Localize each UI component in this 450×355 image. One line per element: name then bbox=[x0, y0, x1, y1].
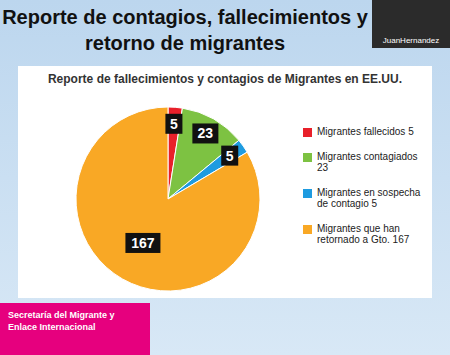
html-text:Migrantes contagiados 23: Migrantes contagiados 23 bbox=[317, 151, 418, 173]
svg-text:5: 5 bbox=[170, 116, 178, 132]
html-text:JuanHernandez: JuanHernandez bbox=[382, 36, 440, 45]
html-text:Migrantes fallecidos 5: Migrantes fallecidos 5 bbox=[317, 126, 414, 137]
svg-text:167: 167 bbox=[131, 235, 155, 251]
html-text:Migrantes que han retornado a: Migrantes que han retornado a Gto. 167 bbox=[317, 223, 410, 245]
svg-text:23: 23 bbox=[198, 125, 214, 141]
html-text:Migrantes en sospecha de conta: Migrantes en sospecha de contagio 5 bbox=[317, 187, 421, 209]
html-text:Reporte de fallecimientos y co: Reporte de fallecimientos y contagios de… bbox=[48, 72, 402, 86]
svg-text:5: 5 bbox=[226, 148, 234, 164]
html-text:Reporte de contagios, fallecim: Reporte de contagios, fallecimientos y r… bbox=[2, 6, 368, 54]
html-text:Secretaría del Migrante y Enla: Secretaría del Migrante y Enlace Interna… bbox=[8, 310, 115, 332]
